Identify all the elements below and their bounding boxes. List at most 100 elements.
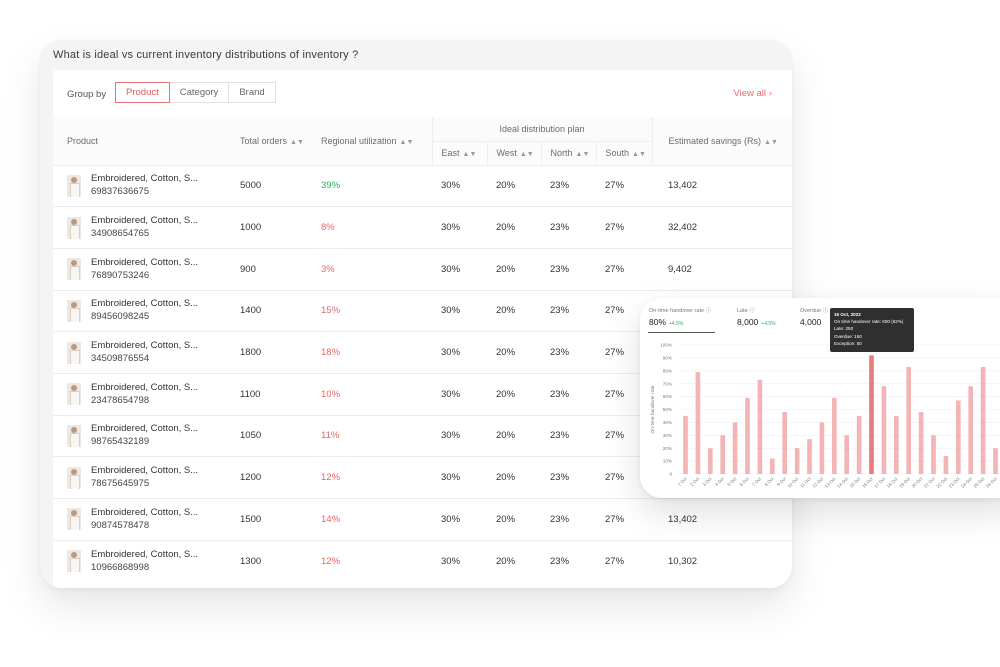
regional-utilization-cell: 14% xyxy=(312,498,432,541)
regional-utilization-cell: 39% xyxy=(312,164,432,207)
product-name[interactable]: Embroidered, Cotton, S... xyxy=(91,256,199,268)
column-header-total-orders[interactable]: Total orders ▲▼ xyxy=(231,117,312,166)
x-tick-label: 22 Oct xyxy=(935,476,948,489)
y-tick-label: 70% xyxy=(663,381,672,386)
bar-26-oct[interactable] xyxy=(993,448,998,474)
bar-12-oct[interactable] xyxy=(819,422,825,474)
product-name[interactable]: Embroidered, Cotton, S... xyxy=(91,465,199,477)
tooltip-title: 16 Oct, 2022 xyxy=(834,312,861,317)
x-tick-label: 16 Oct xyxy=(861,476,874,489)
east-cell: 30% xyxy=(432,206,487,249)
x-tick-label: 18 Oct xyxy=(886,476,899,489)
product-sku: 98765432189 xyxy=(91,436,150,448)
column-header-product[interactable]: Product xyxy=(53,117,231,166)
product-sku: 90874578478 xyxy=(91,519,150,531)
bar-23-oct[interactable] xyxy=(956,400,961,474)
sort-icon[interactable]: ▲▼ xyxy=(290,138,304,146)
column-header-west[interactable]: West ▲▼ xyxy=(486,140,541,165)
bar-20-oct[interactable] xyxy=(918,412,924,474)
product-cell: Embroidered, Cotton, S... 98765432189 xyxy=(53,414,231,457)
bar-6-oct[interactable] xyxy=(745,397,750,474)
product-cell: Embroidered, Cotton, S... 69837636675 xyxy=(53,164,231,207)
product-name[interactable]: Embroidered, Cotton, S... xyxy=(91,423,199,435)
bar-9-oct[interactable] xyxy=(782,412,787,474)
tooltip-line: On time handover rate: 600 (62%) xyxy=(834,319,904,325)
kpi-overdue[interactable]: Overdue ⓘ 4,000 xyxy=(800,306,828,327)
x-tick-label: 14 Oct xyxy=(836,476,849,489)
bar-14-oct[interactable] xyxy=(844,435,849,474)
product-name[interactable]: Embroidered, Cotton, S... xyxy=(91,173,199,185)
sort-icon[interactable]: ▲▼ xyxy=(519,151,534,158)
table-row[interactable]: Embroidered, Cotton, S... 90874578478 1500… xyxy=(53,498,792,541)
bar-16-oct[interactable] xyxy=(869,355,874,474)
product-name[interactable]: Embroidered, Cotton, S... xyxy=(91,548,199,560)
bar-15-oct[interactable] xyxy=(856,415,862,474)
bar-2-oct[interactable] xyxy=(695,372,701,474)
estimated-savings-cell: 32,402 xyxy=(652,206,792,249)
west-cell: 20% xyxy=(487,539,541,582)
y-tick-label: 30% xyxy=(663,433,672,438)
kpi-value: 80% xyxy=(649,317,667,327)
x-tick-label: 1 Oct xyxy=(677,476,689,488)
bar-10-oct[interactable] xyxy=(794,448,800,474)
product-name[interactable]: Embroidered, Cotton, S... xyxy=(91,381,199,393)
bar-21-oct[interactable] xyxy=(931,435,936,474)
bar-8-oct[interactable] xyxy=(770,458,775,474)
tooltip-line: Overdue: 150 xyxy=(834,333,862,339)
group-by-category-option[interactable]: Category xyxy=(169,82,230,103)
bar-25-oct[interactable] xyxy=(980,366,986,474)
kpi-on-time-handover[interactable]: On-time handover rate ⓘ 80% +4.5% xyxy=(649,306,711,327)
bar-4-oct[interactable] xyxy=(720,435,725,474)
column-header-south[interactable]: South ▲▼ xyxy=(595,140,653,165)
product-name[interactable]: Embroidered, Cotton, S... xyxy=(91,340,199,352)
group-by-product-option[interactable]: Product xyxy=(115,82,170,103)
south-cell: 27% xyxy=(596,206,652,249)
bar-22-oct[interactable] xyxy=(943,455,949,474)
sort-icon[interactable]: ▲▼ xyxy=(399,138,414,146)
bar-19-oct[interactable] xyxy=(906,366,911,474)
inventory-table-panel: Group by Product Category Brand View all… xyxy=(53,70,792,588)
bar-1-oct[interactable] xyxy=(683,415,688,474)
east-cell: 30% xyxy=(432,331,487,374)
y-tick-label: 60% xyxy=(663,394,672,399)
x-tick-label: 8 Oct xyxy=(764,476,776,488)
tooltip-line: Exception: 50 xyxy=(834,340,862,346)
bar-17-oct[interactable] xyxy=(881,386,887,474)
north-cell: 23% xyxy=(541,247,596,291)
total-orders-cell: 1000 xyxy=(231,206,312,249)
product-cell: Embroidered, Cotton, S... 34509876554 xyxy=(53,331,231,374)
bar-24-oct[interactable] xyxy=(968,386,973,474)
column-header-estimated-savings[interactable]: Estimated savings (Rs) ▲▼ xyxy=(652,117,792,166)
product-name[interactable]: Embroidered, Cotton, S... xyxy=(91,215,199,227)
north-cell: 23% xyxy=(541,206,596,249)
bar-13-oct[interactable] xyxy=(832,397,837,474)
column-header-north[interactable]: North ▲▼ xyxy=(540,140,596,165)
table-row[interactable]: Embroidered, Cotton, S... 76890753246 900 3… xyxy=(53,247,792,291)
product-thumbnail xyxy=(67,341,81,364)
sort-icon[interactable]: ▲▼ xyxy=(632,151,646,158)
sort-icon[interactable]: ▲▼ xyxy=(764,138,778,146)
x-tick-label: 21 Oct xyxy=(923,476,936,489)
table-row[interactable]: Embroidered, Cotton, S... 69837636675 5000… xyxy=(53,164,792,207)
bar-3-oct[interactable] xyxy=(708,448,713,474)
info-icon: ⓘ xyxy=(749,308,755,314)
north-cell: 23% xyxy=(541,414,596,457)
bar-7-oct[interactable] xyxy=(757,379,763,474)
south-cell: 27% xyxy=(596,164,652,207)
kpi-late[interactable]: Late ⓘ 8,000 +4.5% xyxy=(737,306,776,327)
table-row[interactable]: Embroidered, Cotton, S... 34908654765 1000… xyxy=(53,206,792,249)
y-axis-label: On-time handover rate xyxy=(650,385,656,433)
west-cell: 20% xyxy=(487,498,541,541)
column-header-east[interactable]: East ▲▼ xyxy=(431,140,487,165)
bar-5-oct[interactable] xyxy=(732,422,738,474)
bar-18-oct[interactable] xyxy=(894,415,899,474)
product-name[interactable]: Embroidered, Cotton, S... xyxy=(91,506,199,518)
group-by-brand-option[interactable]: Brand xyxy=(229,82,276,103)
sort-icon[interactable]: ▲▼ xyxy=(575,151,590,158)
table-row[interactable]: Embroidered, Cotton, S... 10966868998 1300… xyxy=(53,539,792,582)
sort-icon[interactable]: ▲▼ xyxy=(462,151,477,158)
product-name[interactable]: Embroidered, Cotton, S... xyxy=(91,298,199,310)
view-all-link[interactable]: View all › xyxy=(733,88,772,99)
column-header-regional-utilization[interactable]: Regional utilization ▲▼ xyxy=(312,117,432,166)
bar-11-oct[interactable] xyxy=(807,439,812,474)
